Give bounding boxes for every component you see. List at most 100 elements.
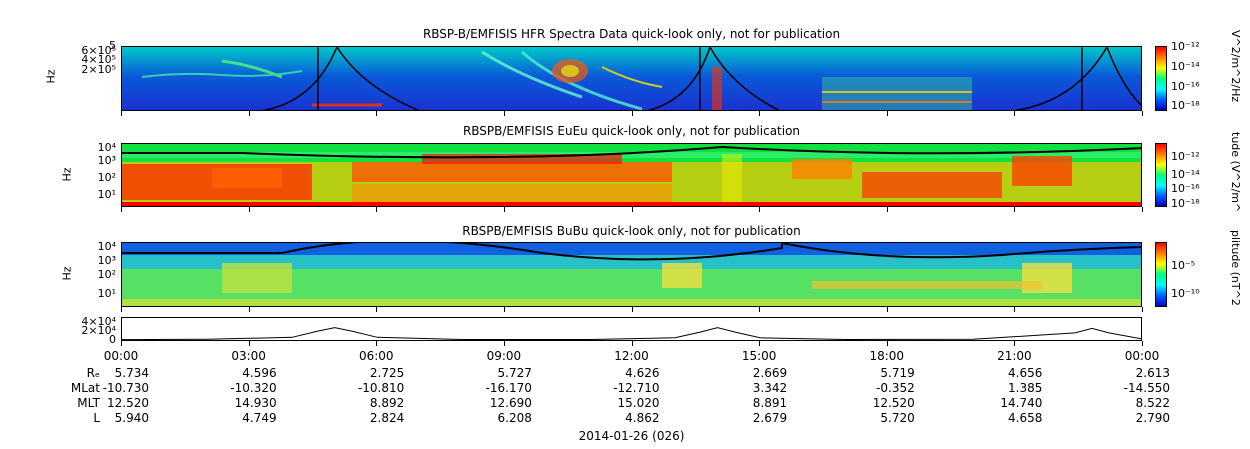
line-series	[122, 327, 1141, 340]
ephemeris-value: -10.810	[357, 381, 405, 395]
x-tick-mark	[1142, 111, 1143, 116]
ephemeris-value: 12.520	[107, 396, 149, 410]
ephemeris-value: 4.656	[1008, 366, 1043, 380]
x-tick-mark	[632, 207, 633, 212]
ephemeris-value: 2.679	[752, 411, 788, 425]
eueu-features	[122, 152, 1141, 206]
x-tick-mark	[249, 111, 250, 116]
x-tick-mark	[887, 341, 888, 346]
cbar2-tick: 10⁻¹⁸	[1171, 197, 1200, 210]
x-tick-mark	[632, 341, 633, 346]
colorbar-eueu	[1155, 143, 1167, 207]
x-tick-label: 18:00	[869, 349, 905, 363]
panel2-ytick: 10¹	[97, 188, 116, 201]
ephemeris-value: 8.892	[369, 396, 405, 410]
ephemeris-value: 2.790	[1135, 411, 1170, 425]
eueu-spectrogram-svg	[122, 144, 1141, 206]
ephemeris-value: 12.520	[872, 396, 915, 410]
ephemeris-value: 4.658	[1008, 411, 1043, 425]
hfr-boundary-lines	[261, 47, 1141, 110]
ephemeris-value: 5.719	[880, 366, 915, 380]
ephemeris-label: MLat	[70, 381, 100, 395]
cbar1-tick: 10⁻¹⁶	[1171, 80, 1200, 93]
hfr-spectrogram	[121, 46, 1142, 111]
x-tick-mark	[1142, 307, 1143, 312]
x-tick-label: 15:00	[741, 349, 777, 363]
panel2-ytick: 10²	[97, 171, 116, 184]
panel3-ytick: 10⁴	[97, 240, 116, 253]
ephemeris-value: 3.342	[752, 381, 788, 395]
panel1-ytick: 2×10⁵	[81, 63, 116, 76]
date-label: 2014-01-26 (026)	[578, 429, 685, 443]
panel2-ytick: 10⁴	[97, 141, 116, 154]
bubu-spectrogram	[121, 242, 1142, 307]
x-tick-mark	[759, 111, 760, 116]
ephemeris-label: L	[93, 411, 100, 425]
x-tick-mark	[759, 341, 760, 346]
x-tick-mark	[1014, 111, 1015, 116]
x-tick-label: 00:00	[1124, 349, 1160, 363]
x-tick-mark	[121, 207, 122, 212]
ephemeris-label: MLT	[77, 396, 100, 410]
x-tick-mark	[1142, 341, 1143, 346]
x-tick-mark	[504, 307, 505, 312]
panel2-ytick: 10³	[97, 154, 116, 167]
ephemeris-value: -0.352	[876, 381, 915, 395]
cbar1-tick: 10⁻¹⁴	[1171, 60, 1200, 73]
hfr-spectrogram-svg	[122, 47, 1141, 110]
cbar1-tick: 10⁻¹²	[1171, 40, 1200, 53]
ephemeris-value: 8.522	[1135, 396, 1170, 410]
ephemeris-label: Rₑ	[86, 366, 100, 380]
x-tick-label: 12:00	[614, 349, 649, 363]
panel1-ytick: 6×10⁵	[81, 44, 116, 57]
ephemeris-value: -12.710	[613, 381, 660, 395]
bubu-boundary-line-2	[781, 243, 1141, 259]
ephemeris-value: 8.891	[752, 396, 788, 410]
x-tick-mark	[376, 111, 377, 116]
ephemeris-value: -10.730	[102, 381, 149, 395]
panel3-ytick: 10²	[97, 268, 116, 281]
panel3-title: RBSPB/EMFISIS BuBu quick-look only, not …	[462, 224, 801, 238]
x-tick-mark	[1014, 341, 1015, 346]
bubu-boundary-line	[122, 243, 783, 261]
colorbar-hfr	[1155, 46, 1167, 111]
panel1-ytick: 5	[109, 39, 116, 52]
panel1-title: RBSP-B/EMFISIS HFR Spectra Data quick-lo…	[422, 27, 841, 41]
x-tick-mark	[1142, 207, 1143, 212]
cbar2-tick: 10⁻¹²	[1171, 150, 1200, 163]
ephemeris-value: 5.720	[880, 411, 915, 425]
ephemeris-value: 5.940	[114, 411, 149, 425]
cbar3-label: plitude (nT^2	[1229, 230, 1242, 306]
x-tick-label: 03:00	[231, 349, 266, 363]
cbar2-tick: 10⁻¹⁶	[1171, 182, 1200, 195]
x-tick-mark	[759, 207, 760, 212]
panel1-ytick: 4×10⁵	[81, 53, 116, 66]
cbar1-tick: 10⁻¹⁸	[1171, 99, 1200, 112]
cbar3-tick: 10⁻⁵	[1171, 259, 1196, 272]
eueu-boundary-line	[122, 145, 1141, 159]
panel4-ytick: 4×10⁴	[81, 315, 116, 328]
cbar2-tick: 10⁻¹⁴	[1171, 168, 1200, 181]
x-tick-mark	[376, 341, 377, 346]
ephemeris-value: 6.208	[497, 411, 532, 425]
x-tick-mark	[504, 207, 505, 212]
panel4-ytick: 2×10⁴	[81, 324, 116, 337]
line-plot-svg	[122, 327, 1141, 340]
x-tick-mark	[887, 111, 888, 116]
x-tick-mark	[1014, 207, 1015, 212]
x-tick-mark	[249, 307, 250, 312]
ephemeris-value: 1.385	[1008, 381, 1043, 395]
ephemeris-value: 2.613	[1135, 366, 1170, 380]
x-tick-mark	[376, 207, 377, 212]
hfr-features	[141, 50, 972, 110]
ephemeris-value: -14.550	[1123, 381, 1170, 395]
x-tick-mark	[376, 307, 377, 312]
x-tick-mark	[249, 207, 250, 212]
x-tick-mark	[504, 111, 505, 116]
x-tick-mark	[504, 341, 505, 346]
x-tick-mark	[249, 341, 250, 346]
panel2-title: RBSPB/EMFISIS EuEu quick-look only, not …	[462, 124, 801, 138]
ephemeris-value: 4.749	[242, 411, 277, 425]
ephemeris-value: 5.734	[114, 366, 149, 380]
bubu-features	[122, 243, 1141, 306]
